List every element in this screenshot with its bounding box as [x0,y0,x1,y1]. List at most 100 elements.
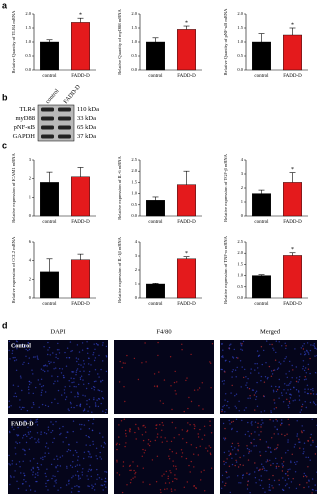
cell [181,456,183,458]
cell [28,383,31,386]
cell [99,432,101,434]
cell [315,446,317,448]
cell [48,346,51,349]
cell [264,491,266,493]
x-tick-label: control [42,74,57,79]
cell [71,487,73,489]
cell [144,426,146,428]
cell [71,350,73,352]
cell [101,484,104,487]
cell [228,419,230,422]
cell [104,477,107,480]
cell [147,443,149,445]
cell [11,426,13,428]
cell [245,407,247,409]
cell [241,477,244,479]
cell [264,376,267,378]
cell [304,401,306,403]
cell [283,389,285,391]
micrograph-signal [220,340,317,414]
cell [47,426,50,428]
cell [28,380,30,383]
cell [243,409,246,411]
cell [156,436,158,438]
panel-letter: c [2,140,7,150]
cell [286,384,288,386]
cell [135,423,137,426]
cell [13,476,15,478]
cell [269,447,271,449]
cell [223,404,225,407]
cell [246,445,248,447]
cell [52,352,54,354]
cell [32,392,34,395]
cell [256,350,259,352]
cell [161,422,163,424]
cell [289,402,291,404]
significance: * [291,247,294,253]
cell [8,463,10,465]
cell [29,437,31,440]
cell [143,452,145,454]
cell [276,462,278,465]
cell [301,403,304,406]
cell [78,478,80,480]
cell [221,380,224,382]
cell [284,342,286,344]
cell [302,368,304,370]
cell [314,347,317,349]
cell [69,401,72,404]
cell [26,410,29,412]
cell [238,445,240,447]
cell [20,408,22,410]
cell [13,343,16,345]
cell [260,431,262,433]
cell [278,465,280,468]
cell [93,352,95,354]
cell [31,369,33,371]
cell [270,385,273,387]
cell [280,424,282,426]
cell [47,370,49,372]
cell [193,427,196,430]
cell [174,390,176,392]
cell [85,444,87,446]
cell [79,423,81,426]
cell [235,459,237,461]
cell [156,455,159,457]
cell [159,424,161,426]
cell [31,436,33,438]
cell [173,437,175,439]
cell [75,374,77,376]
cell [316,348,317,350]
cell [277,444,279,446]
cell [100,402,102,405]
cell [49,354,51,356]
cell [266,459,269,461]
cell [55,367,57,369]
cell [77,456,80,458]
y-tick-label: 1.5 [25,25,31,30]
cell [71,466,74,468]
y-tick-label: 2.0 [25,11,31,16]
y-axis-label: Relative Quantity of TLR4 mRNA [11,10,16,73]
cell [72,454,75,456]
cell [74,449,77,452]
cell [66,450,68,453]
cell [295,463,297,465]
cell [105,370,108,373]
cell [93,389,96,391]
cell [36,462,39,465]
cell [35,419,37,421]
cell [34,490,36,492]
y-tick-label: 2.0 [237,11,243,16]
cell [241,349,244,351]
cell [276,420,278,422]
cell [262,422,264,424]
cell [101,344,104,346]
cell [64,386,66,388]
cell [88,428,91,430]
cell [301,430,303,432]
cell [121,491,124,494]
cell [32,474,34,476]
